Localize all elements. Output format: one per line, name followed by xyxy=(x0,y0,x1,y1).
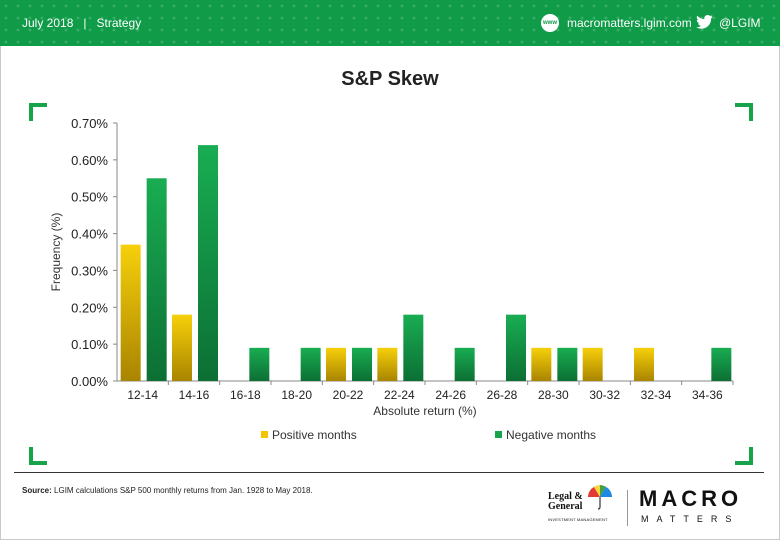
bar-negative xyxy=(249,347,270,381)
bar-negative xyxy=(146,178,167,381)
bar-positive xyxy=(582,347,603,381)
y-tick-label: 0.00% xyxy=(71,374,108,389)
legend-label-positive: Positive months xyxy=(272,428,357,442)
bar-positive xyxy=(172,314,192,381)
bar-negative xyxy=(557,347,578,381)
lg-logo-subtitle: INVESTMENT MANAGEMENT xyxy=(548,517,608,522)
bar-positive xyxy=(377,347,398,381)
x-tick-label: 26-28 xyxy=(487,388,518,402)
footer-divider xyxy=(14,472,764,473)
umbrella-icon xyxy=(588,485,612,510)
legend-swatch-positive xyxy=(261,431,268,438)
macro-matters-logo: MACRO MATTERS xyxy=(639,486,743,525)
x-tick-label: 28-30 xyxy=(538,388,569,402)
x-tick-label: 20-22 xyxy=(333,388,364,402)
source-label: Source: xyxy=(22,486,52,495)
x-tick-label: 18-20 xyxy=(281,388,312,402)
x-axis-title: Absolute return (%) xyxy=(373,404,476,418)
y-tick-label: 0.10% xyxy=(71,337,108,352)
x-tick-label: 22-24 xyxy=(384,388,415,402)
lg-logo-text: Legal & General xyxy=(548,492,583,512)
twitter-handle[interactable]: @LGIM xyxy=(719,16,761,30)
bar-negative xyxy=(506,314,526,381)
y-tick-label: 0.30% xyxy=(71,263,108,278)
bar-negative xyxy=(454,347,475,381)
source-text: LGIM calculations S&P 500 monthly return… xyxy=(51,486,313,495)
lg-logo-line1: Legal & xyxy=(548,491,583,502)
corner-bracket-bottom-left xyxy=(29,447,47,465)
bar-positive xyxy=(531,347,552,381)
bar-negative xyxy=(403,314,424,381)
header-separator: | xyxy=(83,16,87,30)
corner-bracket-top-left xyxy=(29,103,47,121)
source-note: Source: LGIM calculations S&P 500 monthl… xyxy=(22,486,313,495)
legend-negative: Negative months xyxy=(495,428,596,442)
bar-negative xyxy=(711,347,732,381)
x-tick-label: 30-32 xyxy=(589,388,620,402)
bar-positive xyxy=(120,244,141,381)
y-tick-label: 0.50% xyxy=(71,190,108,205)
logo-separator xyxy=(627,490,628,526)
header-date: July 2018 xyxy=(22,16,74,30)
corner-bracket-top-right xyxy=(735,103,753,121)
macro-logo-line2: MATTERS xyxy=(641,514,740,524)
lg-logo-line2: General xyxy=(548,501,583,512)
header-left: July 2018 | Strategy xyxy=(22,16,141,30)
legend-positive: Positive months xyxy=(261,428,357,442)
header-section[interactable]: Strategy xyxy=(96,16,142,30)
website-link[interactable]: macromatters.lgim.com xyxy=(567,16,692,30)
y-tick-label: 0.70% xyxy=(71,116,108,131)
y-tick-label: 0.20% xyxy=(71,300,108,315)
x-tick-label: 24-26 xyxy=(435,388,466,402)
bar-positive xyxy=(634,347,654,381)
header-bar: July 2018 | Strategy www macromatters.lgim… xyxy=(0,0,780,46)
bar-negative xyxy=(352,347,372,381)
macro-logo-line1: MACRO xyxy=(639,486,743,511)
legal-general-logo: Legal & General INVESTMENT MANAGEMENT xyxy=(548,484,616,528)
y-axis-title: Frequency (%) xyxy=(49,213,63,292)
x-tick-label: 32-34 xyxy=(641,388,672,402)
x-tick-label: 16-18 xyxy=(230,388,261,402)
y-tick-label: 0.60% xyxy=(71,153,108,168)
header-pattern xyxy=(0,0,780,46)
legend-label-negative: Negative months xyxy=(506,428,597,442)
corner-bracket-bottom-right xyxy=(735,447,753,465)
bar-positive xyxy=(326,347,346,381)
x-tick-label: 34-36 xyxy=(692,388,723,402)
y-tick-label: 0.40% xyxy=(71,227,108,242)
bar-negative xyxy=(198,145,218,381)
legend-swatch-negative xyxy=(495,431,502,438)
web-icon: www xyxy=(541,14,559,32)
x-tick-label: 12-14 xyxy=(127,388,158,402)
bar-negative xyxy=(300,347,321,381)
twitter-icon[interactable] xyxy=(696,15,713,29)
x-tick-label: 14-16 xyxy=(179,388,210,402)
chart-title: S&P Skew xyxy=(341,68,439,90)
